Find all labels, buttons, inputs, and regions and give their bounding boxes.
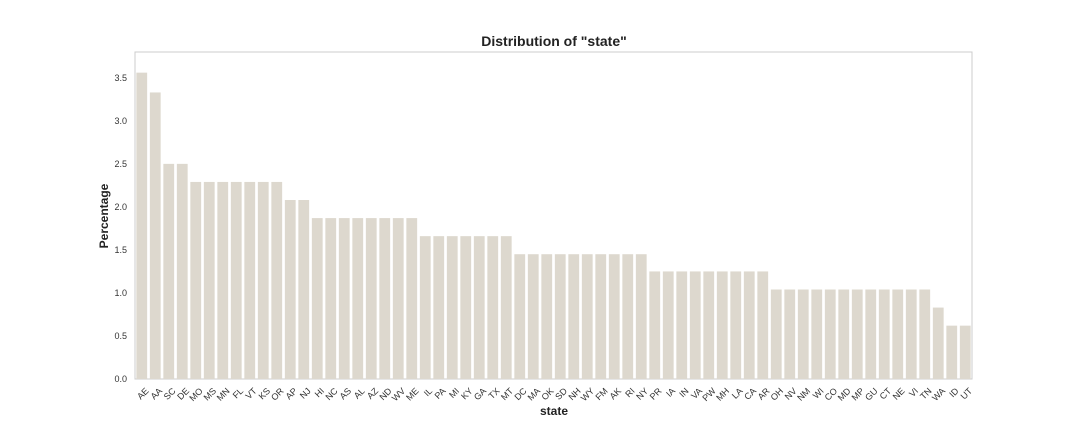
bar-ny [635,254,647,379]
bar-me [406,218,418,379]
bar-id [946,325,958,379]
x-tick-label: MI [447,386,461,400]
x-tick-label: IL [422,386,434,398]
x-tick-label: NM [795,386,812,403]
bar-in [676,271,688,379]
x-tick-label: HI [313,386,326,399]
x-tick-label: ME [404,386,421,403]
bar-tx [487,236,499,379]
bar-ms [203,181,215,379]
bar-hi [311,218,323,379]
x-tick-label: MH [714,386,731,403]
y-tick-label: 2.5 [114,159,127,169]
bar-de [176,163,188,379]
bar-ak [608,254,620,379]
x-tick-label: AK [608,386,624,402]
bar-fm [595,254,607,379]
x-tick-label: MN [215,386,232,403]
bar-ga [473,236,485,379]
bar-mi [446,236,458,379]
bar-ia [662,271,674,379]
bar-nh [568,254,580,379]
y-tick-label: 2.0 [114,202,127,212]
bar-ap [284,200,296,379]
bar-dc [514,254,526,379]
bar-wi [811,289,823,379]
bar-fl [230,181,242,379]
bar-md [838,289,850,379]
x-tick-label: RI [623,386,636,399]
bar-sc [163,163,175,379]
bar-nv [784,289,796,379]
y-tick-label: 3.0 [114,116,127,126]
y-tick-label: 3.5 [114,73,127,83]
bar-ae [136,72,148,380]
chart-title: Distribution of "state" [481,33,627,49]
y-tick-label: 0.0 [114,374,127,384]
y-axis-ticks: 0.0 0.5 1.0 1.5 2.0 2.5 3.0 3.5 [114,73,127,384]
bar-wy [581,254,593,379]
bar-co [824,289,836,379]
bar-oh [770,289,782,379]
bar-il [419,236,431,379]
x-tick-label: NE [891,386,907,402]
y-axis-label: Percentage [97,183,111,248]
bar-ri [622,254,634,379]
x-tick-label: IN [677,386,690,399]
bar-mp [851,289,863,379]
bar-pr [649,271,661,379]
bar-tn [919,289,931,379]
bar-vi [905,289,917,379]
bar-wv [392,218,404,379]
x-tick-label: ID [947,386,961,400]
y-tick-label: 1.5 [114,245,127,255]
y-tick-label: 1.0 [114,288,127,298]
x-tick-label: IA [664,386,677,399]
x-tick-label: PA [433,386,448,401]
bar-nm [797,289,809,379]
bar-vt [244,181,256,379]
x-tick-label: PR [648,386,664,402]
bar-az [365,218,377,379]
bar-ma [527,254,539,379]
bar-wa [932,307,944,379]
bar-ct [878,289,890,379]
bar-nd [379,218,391,379]
bar-or [271,181,283,379]
y-tick-label: 0.5 [114,331,127,341]
bar-ok [541,254,553,379]
bar-nj [298,200,310,379]
x-axis-label: state [540,404,568,418]
bar-sd [554,254,566,379]
bar-ks [257,181,269,379]
bar-aa [149,92,161,379]
bars-group [136,72,971,380]
bar-al [352,218,364,379]
x-tick-label: UT [959,386,975,402]
bar-ca [743,271,755,379]
bar-la [730,271,742,379]
bar-ky [460,236,472,379]
x-tick-label: WA [930,386,947,403]
plot-frame [134,51,973,380]
x-tick-label: VI [907,386,920,399]
bar-as [338,218,350,379]
bar-gu [865,289,877,379]
bar-ut [959,325,971,379]
x-tick-label: NJ [298,386,313,401]
bar-mt [500,236,512,379]
bar-nc [325,218,337,379]
bar-va [689,271,701,379]
bar-ne [892,289,904,379]
bar-mo [190,181,202,379]
bar-pa [433,236,445,379]
bar-ar [757,271,769,379]
bar-pw [703,271,715,379]
bar-mh [716,271,728,379]
bar-mn [217,181,229,379]
